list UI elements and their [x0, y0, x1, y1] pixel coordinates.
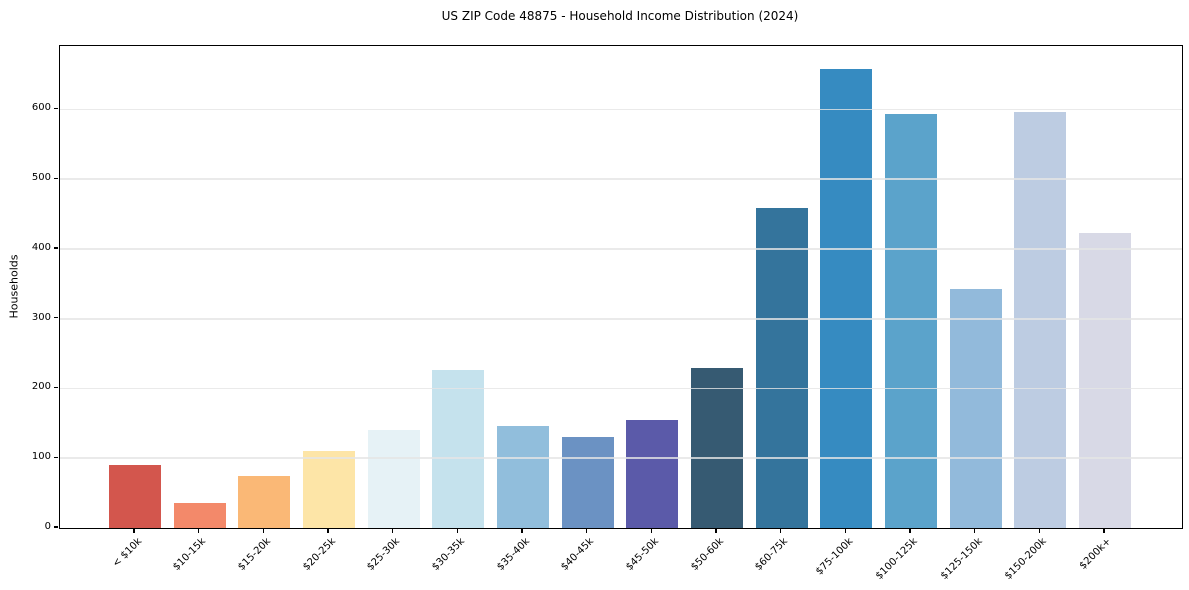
x-tick-mark-$75-100k — [844, 528, 847, 533]
chart-title: US ZIP Code 48875 - Household Income Dis… — [441, 9, 799, 23]
x-tick-label-$50-60k: $50-60k — [688, 536, 726, 573]
bar-$100-125k — [885, 113, 938, 528]
x-tick-mark-$60-75k — [780, 528, 782, 533]
x-tick-label-$125-150k: $125-150k — [938, 536, 985, 582]
bar-< $10k — [109, 465, 161, 528]
x-tick-mark-$20-25k — [327, 528, 329, 533]
gridline-600 — [60, 108, 1182, 111]
x-tick-mark-$50-60k — [715, 528, 717, 533]
y-tick-mark-100 — [54, 456, 58, 458]
x-tick-mark-$15-20k — [262, 528, 265, 533]
bar-$50-60k — [691, 367, 744, 528]
x-tick-mark-$150-200k — [1038, 528, 1041, 533]
y-tick-mark-600 — [54, 107, 58, 110]
bar-$35-40k — [497, 426, 550, 528]
bar-$45-50k — [626, 419, 679, 528]
x-tick-label-$15-20k: $15-20k — [236, 536, 274, 573]
y-tick-mark-400 — [54, 247, 58, 249]
x-tick-mark-$45-50k — [650, 528, 653, 533]
y-tick-label-100: 100 — [31, 451, 51, 463]
bar-$40-45k — [561, 437, 614, 528]
x-tick-label-$200k+: $200k+ — [1078, 536, 1114, 572]
x-tick-label-$60-75k: $60-75k — [753, 536, 791, 573]
y-tick-label-500: 500 — [31, 172, 51, 184]
y-tick-mark-300 — [54, 317, 58, 319]
x-tick-mark-$35-40k — [521, 528, 523, 533]
x-tick-mark-$10-15k — [197, 528, 200, 533]
y-tick-label-300: 300 — [31, 311, 51, 323]
bar-$25-30k — [367, 430, 420, 528]
bar-$75-100k — [820, 69, 873, 528]
x-tick-mark-< $10k — [133, 528, 135, 533]
bar-$20-25k — [303, 451, 355, 528]
y-tick-label-0: 0 — [44, 521, 51, 532]
bar-$150-200k — [1014, 112, 1067, 528]
x-tick-label-$25-30k: $25-30k — [365, 536, 403, 573]
y-tick-mark-0 — [54, 526, 58, 528]
x-tick-mark-$100-125k — [909, 528, 911, 533]
y-tick-label-600: 600 — [31, 102, 51, 114]
x-tick-mark-$40-45k — [585, 528, 588, 533]
y-tick-mark-500 — [54, 177, 58, 179]
x-tick-label-$75-100k: $75-100k — [813, 536, 856, 578]
bar-$60-75k — [755, 207, 808, 528]
bar-$125-150k — [949, 288, 1002, 528]
bar-$200k+ — [1079, 232, 1132, 528]
x-tick-mark-$200k+ — [1103, 528, 1105, 533]
x-tick-label-$20-25k: $20-25k — [300, 536, 338, 573]
x-tick-label-$40-45k: $40-45k — [559, 536, 597, 573]
y-tick-label-400: 400 — [31, 241, 51, 253]
x-tick-mark-$30-35k — [456, 528, 459, 533]
x-tick-label-$150-200k: $150-200k — [1003, 536, 1050, 582]
x-tick-label-$100-125k: $100-125k — [873, 536, 920, 582]
x-tick-label-$30-35k: $30-35k — [430, 536, 468, 573]
y-tick-mark-200 — [54, 386, 58, 389]
bar-$15-20k — [238, 476, 291, 528]
x-tick-label-< $10k: < $10k — [110, 536, 144, 570]
x-tick-label-$10-15k: $10-15k — [171, 536, 209, 573]
x-tick-mark-$125-150k — [974, 528, 976, 533]
x-tick-label-$45-50k: $45-50k — [624, 536, 662, 573]
plot-area — [59, 45, 1183, 529]
y-tick-label-200: 200 — [31, 381, 51, 393]
bar-$30-35k — [432, 369, 485, 528]
bar-$10-15k — [173, 502, 226, 528]
x-tick-label-$35-40k: $35-40k — [494, 536, 532, 573]
x-tick-mark-$25-30k — [391, 528, 394, 533]
